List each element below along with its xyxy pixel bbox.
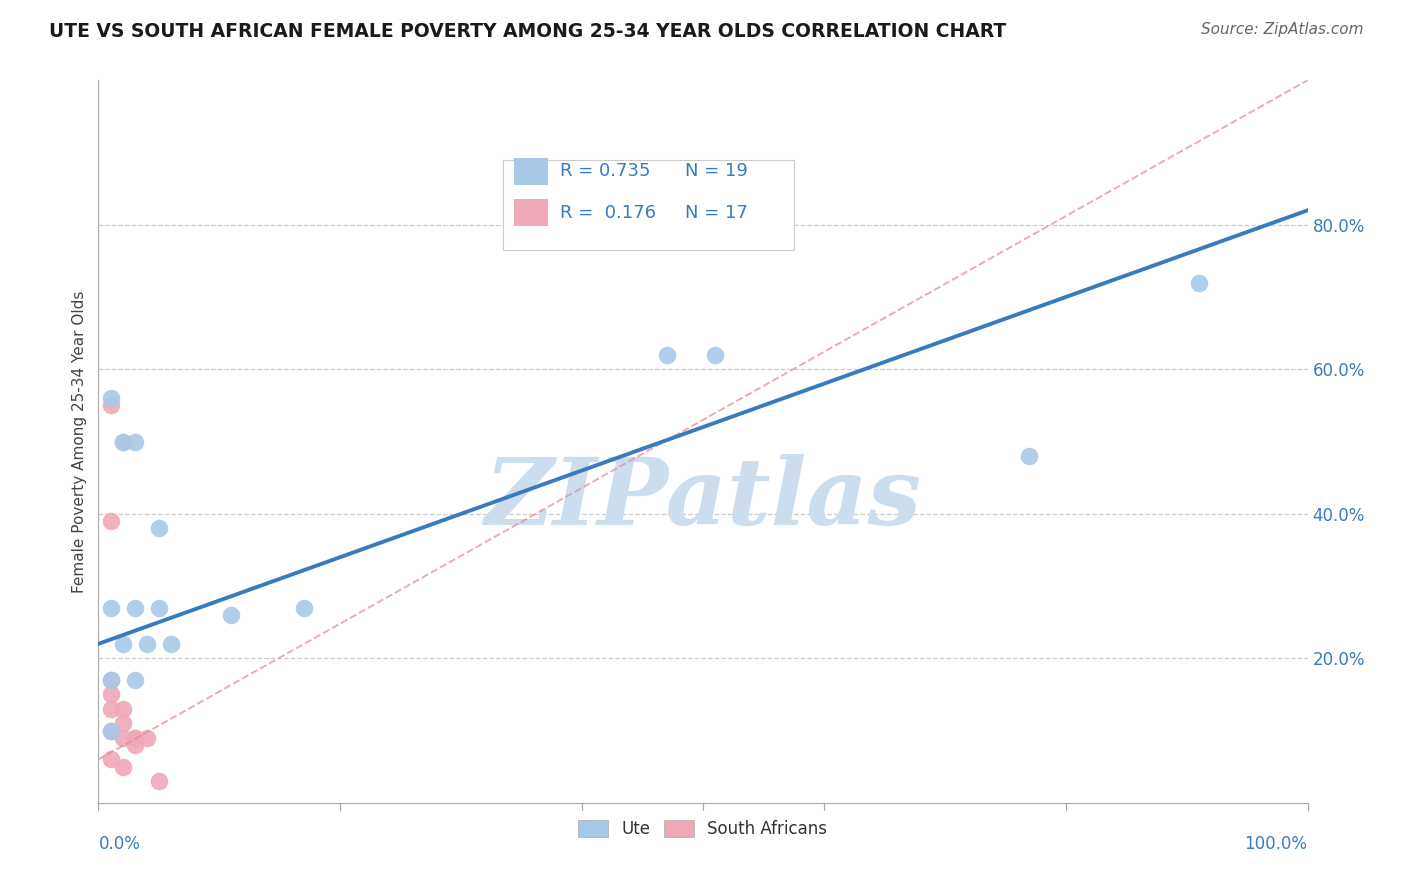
Point [124, 731, 146, 745]
Y-axis label: Female Poverty Among 25-34 Year Olds: Female Poverty Among 25-34 Year Olds [72, 291, 87, 592]
Point [100, 391, 122, 405]
Point [100, 702, 122, 716]
Point [124, 600, 146, 615]
Point [100, 673, 122, 687]
Point [111, 434, 134, 449]
Point [111, 760, 134, 774]
Bar [515, 158, 548, 185]
Point [292, 600, 315, 615]
Point [124, 738, 146, 752]
Point [135, 637, 157, 651]
Text: R =  0.176: R = 0.176 [561, 203, 657, 221]
Point [148, 521, 170, 535]
Text: 100.0%: 100.0% [1244, 835, 1308, 854]
Point [655, 348, 678, 362]
Point [111, 637, 134, 651]
Point [111, 434, 134, 449]
Point [111, 702, 134, 716]
FancyBboxPatch shape [503, 160, 793, 250]
Point [100, 673, 122, 687]
Text: N = 17: N = 17 [685, 203, 748, 221]
Text: N = 19: N = 19 [685, 162, 748, 180]
Point [135, 731, 157, 745]
Point [100, 723, 122, 738]
Text: ZIPatlas: ZIPatlas [485, 454, 921, 544]
Text: UTE VS SOUTH AFRICAN FEMALE POVERTY AMONG 25-34 YEAR OLDS CORRELATION CHART: UTE VS SOUTH AFRICAN FEMALE POVERTY AMON… [49, 22, 1007, 41]
Point [111, 716, 134, 731]
Point [1018, 449, 1040, 463]
Point [100, 600, 122, 615]
Point [100, 398, 122, 412]
Text: 0.0%: 0.0% [98, 835, 141, 854]
Point [221, 607, 243, 622]
Point [111, 731, 134, 745]
Text: Source: ZipAtlas.com: Source: ZipAtlas.com [1201, 22, 1364, 37]
Point [124, 731, 146, 745]
Point [124, 673, 146, 687]
Point [124, 434, 146, 449]
Text: R = 0.735: R = 0.735 [561, 162, 651, 180]
Point [148, 774, 170, 789]
Point [100, 687, 122, 701]
Bar [515, 199, 548, 227]
Legend: Ute, South Africans: Ute, South Africans [572, 814, 834, 845]
Point [148, 600, 170, 615]
Point [160, 637, 183, 651]
Point [100, 723, 122, 738]
Point [100, 514, 122, 528]
Point [1188, 276, 1211, 290]
Point [704, 348, 727, 362]
Point [100, 752, 122, 766]
